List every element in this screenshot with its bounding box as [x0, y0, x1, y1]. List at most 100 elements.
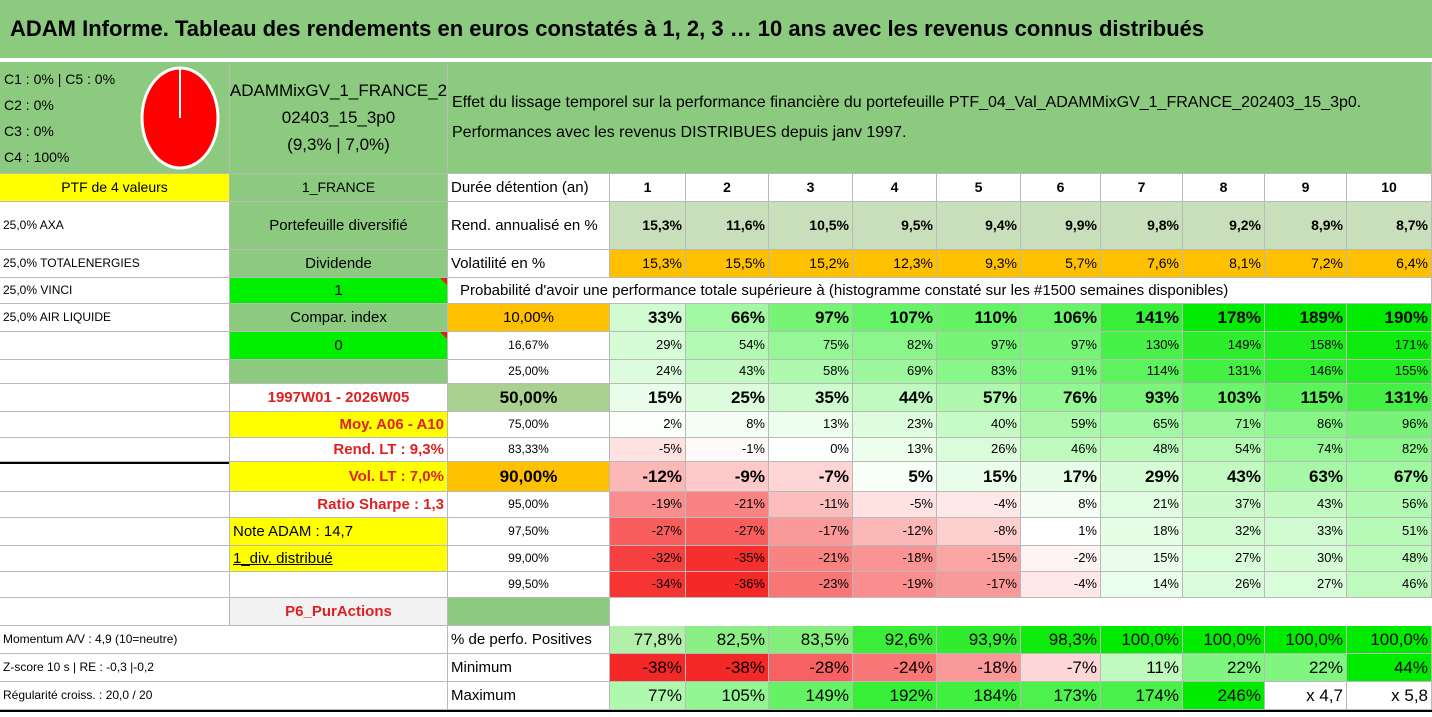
- quantile-value: 63%: [1265, 462, 1347, 492]
- quantile-value: -5%: [610, 438, 686, 462]
- quantile-value: 37%: [1183, 492, 1265, 518]
- quantile-value: -8%: [937, 518, 1021, 546]
- pos-value: 92,6%: [853, 626, 937, 654]
- quantile-value: 114%: [1101, 360, 1183, 384]
- quantile-value: 46%: [1021, 438, 1101, 462]
- vol-value: 9,3%: [937, 250, 1021, 278]
- empty-cell: [0, 360, 230, 384]
- rend-value: 9,2%: [1183, 202, 1265, 250]
- max-label: Maximum: [448, 682, 610, 710]
- vol-value: 15,5%: [686, 250, 769, 278]
- max-value: 174%: [1101, 682, 1183, 710]
- fund-name-line: ADAMMixGV_1_FRANCE_2: [230, 81, 448, 100]
- regularite-label: Régularité croiss. : 20,0 / 20: [0, 682, 448, 710]
- quantile-value: -17%: [937, 572, 1021, 598]
- quantile-value: 15%: [1101, 546, 1183, 572]
- empty-cell: [0, 332, 230, 360]
- year-header: 10: [1347, 174, 1432, 202]
- quantile-value: 30%: [1265, 546, 1347, 572]
- vol-lt-label: Vol. LT : 7,0%: [230, 462, 448, 492]
- comment-marker: [440, 332, 447, 339]
- quantile-value: 8%: [686, 412, 769, 438]
- year-header: 1: [610, 174, 686, 202]
- quantile-label: 99,50%: [448, 572, 610, 598]
- quantile-value: 59%: [1021, 412, 1101, 438]
- quantile-label: 10,00%: [448, 304, 610, 332]
- quantile-value: 97%: [769, 304, 853, 332]
- year-header: 8: [1183, 174, 1265, 202]
- quantile-value: -19%: [610, 492, 686, 518]
- empty-green-cell: [230, 360, 448, 384]
- empty-cell: [0, 572, 230, 598]
- pos-value: 100,0%: [1265, 626, 1347, 654]
- quantile-value: -7%: [769, 462, 853, 492]
- report-title: ADAM Informe. Tableau des rendements en …: [0, 0, 1432, 60]
- quantile-value: 86%: [1265, 412, 1347, 438]
- empty-cell: [230, 572, 448, 598]
- quantile-value: 83%: [937, 360, 1021, 384]
- empty-cell: [0, 598, 230, 626]
- dividend-value: 1: [230, 278, 448, 304]
- quantile-value: 48%: [1101, 438, 1183, 462]
- holding-3: 25,0% VINCI: [0, 278, 230, 304]
- quantile-value: 66%: [686, 304, 769, 332]
- year-header: 9: [1265, 174, 1347, 202]
- period-label: 1997W01 - 2026W05: [230, 384, 448, 412]
- quantile-value: 74%: [1265, 438, 1347, 462]
- quantile-value: 51%: [1347, 518, 1432, 546]
- description-cell: Effet du lissage temporel sur la perform…: [448, 62, 1432, 174]
- quantile-value: 27%: [1183, 546, 1265, 572]
- quantile-value: 67%: [1347, 462, 1432, 492]
- quantile-value: -15%: [937, 546, 1021, 572]
- fund-name-cell: ADAMMixGV_1_FRANCE_2 02403_15_3p0 (9,3% …: [230, 62, 448, 174]
- rend-value: 11,6%: [686, 202, 769, 250]
- year-header: 4: [853, 174, 937, 202]
- quantile-value: 23%: [853, 412, 937, 438]
- quantile-value: -1%: [686, 438, 769, 462]
- quantile-value: -2%: [1021, 546, 1101, 572]
- rend-value: 10,5%: [769, 202, 853, 250]
- quantile-value: -27%: [610, 518, 686, 546]
- empty-cell: [0, 384, 230, 412]
- quantile-value: 82%: [1347, 438, 1432, 462]
- rend-value: 8,7%: [1347, 202, 1432, 250]
- quantile-value: 8%: [1021, 492, 1101, 518]
- quantile-label: 16,67%: [448, 332, 610, 360]
- quantile-value: 58%: [769, 360, 853, 384]
- fund-name-line: (9,3% | 7,0%): [287, 135, 390, 154]
- quantile-value: 106%: [1021, 304, 1101, 332]
- quantile-value: 91%: [1021, 360, 1101, 384]
- quantile-value: -4%: [1021, 572, 1101, 598]
- composition-line: C1 : 0% | C5 : 0%: [4, 71, 116, 87]
- min-value: -18%: [937, 654, 1021, 682]
- pos-value: 100,0%: [1347, 626, 1432, 654]
- quantile-value: 43%: [686, 360, 769, 384]
- quantile-value: 5%: [853, 462, 937, 492]
- max-value: 192%: [853, 682, 937, 710]
- composition-line: C3 : 0%: [4, 123, 54, 139]
- quantile-value: -19%: [853, 572, 937, 598]
- quantile-value: 17%: [1021, 462, 1101, 492]
- quantile-value: 189%: [1265, 304, 1347, 332]
- quantile-value: 13%: [769, 412, 853, 438]
- year-header: 6: [1021, 174, 1101, 202]
- empty-cell: [0, 412, 230, 438]
- quantile-value: 21%: [1101, 492, 1183, 518]
- quantile-value: 1%: [1021, 518, 1101, 546]
- quantile-value: 43%: [1265, 492, 1347, 518]
- min-value: -24%: [853, 654, 937, 682]
- quantile-label: 99,00%: [448, 546, 610, 572]
- quantile-value: 178%: [1183, 304, 1265, 332]
- quantile-value: 155%: [1347, 360, 1432, 384]
- quantile-value: -11%: [769, 492, 853, 518]
- category-label: P6_PurActions: [230, 598, 448, 626]
- quantile-value: 32%: [1183, 518, 1265, 546]
- max-value: 173%: [1021, 682, 1101, 710]
- pos-value: 82,5%: [686, 626, 769, 654]
- allocation-pie-chart: [140, 66, 220, 170]
- quantile-value: 115%: [1265, 384, 1347, 412]
- quantile-value: 26%: [937, 438, 1021, 462]
- holding-1: 25,0% AXA: [0, 202, 230, 250]
- quantile-value: 2%: [610, 412, 686, 438]
